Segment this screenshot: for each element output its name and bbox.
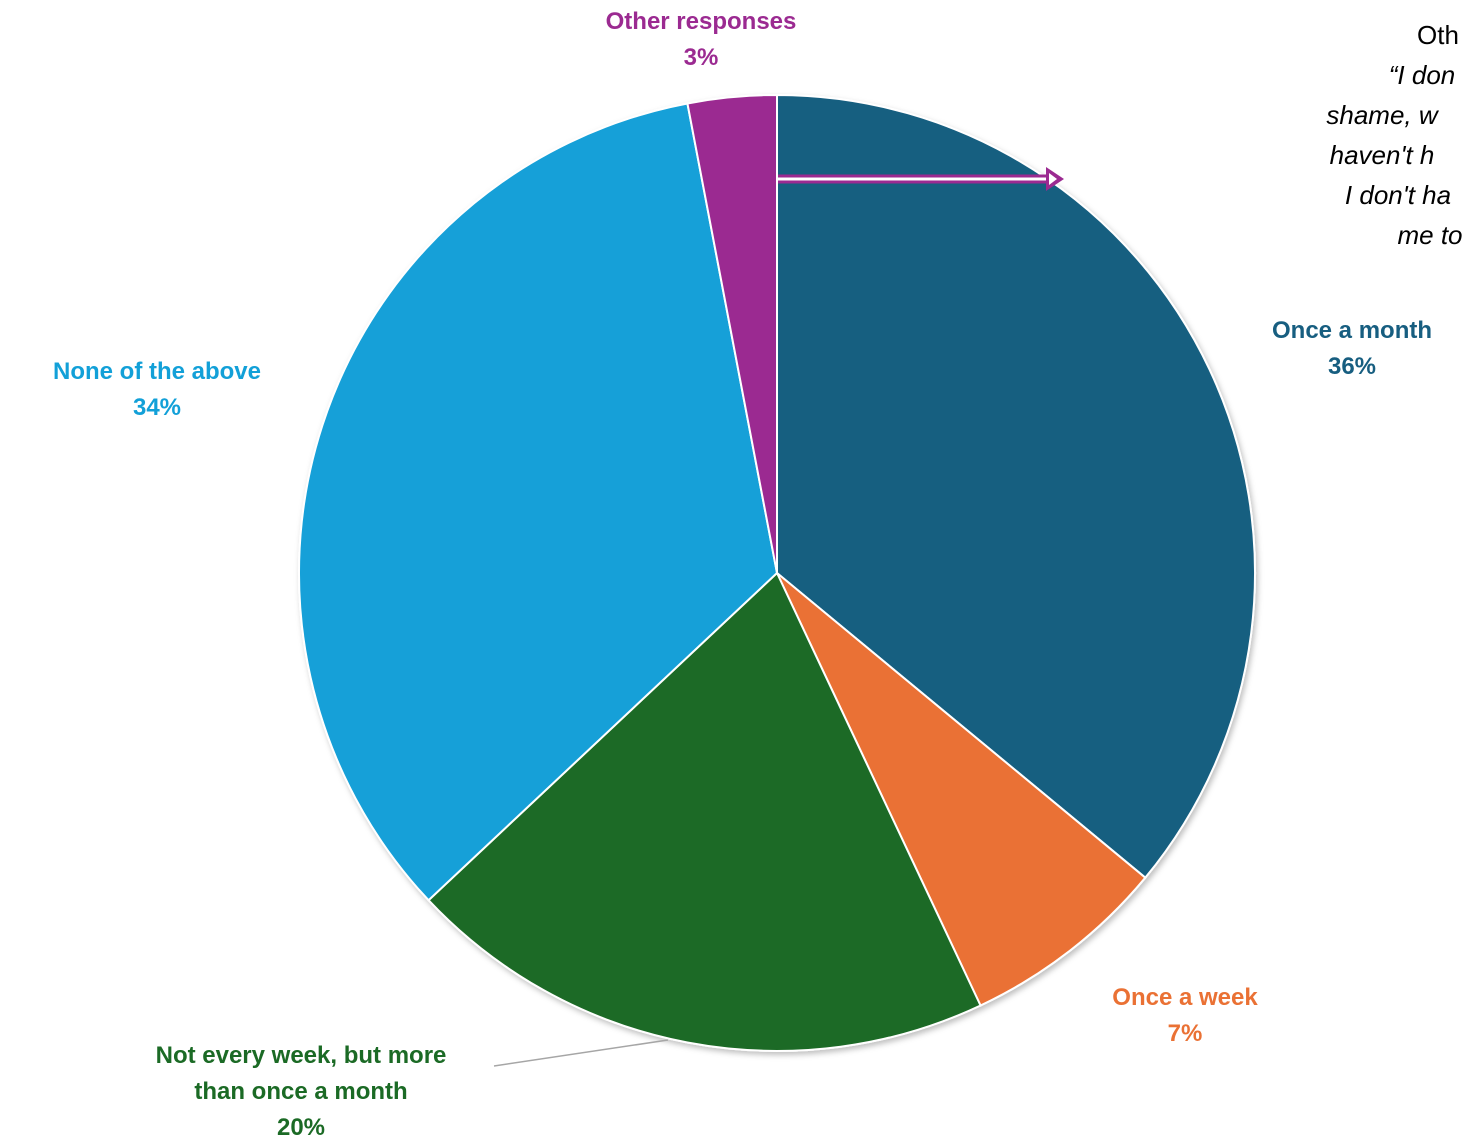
pie-slice-not-every-week (427, 571, 982, 1052)
slice-label-value: 36% (1328, 353, 1376, 380)
slice-label-name: Other responses (606, 8, 797, 35)
slice-label-value: 34% (133, 394, 181, 421)
leader-line (493, 1039, 669, 1067)
pie-slice-once-a-month (776, 93, 1256, 880)
slice-label-name-line-2: than once a month (194, 1078, 407, 1105)
slice-label-name: Once a month (1272, 317, 1432, 344)
slice-label-name: Once a week (1112, 984, 1258, 1011)
annotation-heading: Oth (1417, 20, 1459, 50)
slice-label-value: 20% (277, 1114, 325, 1139)
pie-slice-none-of-the-above (298, 102, 779, 902)
pie-slice-other-responses (686, 93, 778, 574)
slice-label-value: 3% (684, 44, 719, 71)
annotation-quote-line: “I don (1389, 60, 1456, 90)
slice-label-not-every-week: Not every week, but more than once a mon… (156, 1042, 447, 1139)
other-responses-annotation: Oth “I don shame, w haven't h I don't ha… (1326, 20, 1462, 250)
annotation-quote-line: I don't ha (1345, 180, 1451, 210)
slice-label-name: None of the above (53, 358, 261, 385)
slice-label-value: 7% (1168, 1020, 1203, 1047)
slice-label-once-a-month: Once a month 36% (1272, 317, 1432, 380)
slice-label-name-line-1: Not every week, but more (156, 1042, 447, 1069)
callout-arrow (778, 167, 1064, 191)
pie-slices (298, 93, 1256, 1052)
pie-slice-once-a-week (776, 572, 1147, 1007)
annotation-quote-line: me to (1397, 220, 1462, 250)
slice-label-none-of-the-above: None of the above 34% (53, 358, 261, 421)
annotation-quote-line: haven't h (1330, 140, 1435, 170)
slice-label-other: Other responses 3% (606, 8, 797, 71)
slice-label-once-a-week: Once a week 7% (1112, 984, 1258, 1047)
annotation-quote-line: shame, w (1326, 100, 1439, 130)
